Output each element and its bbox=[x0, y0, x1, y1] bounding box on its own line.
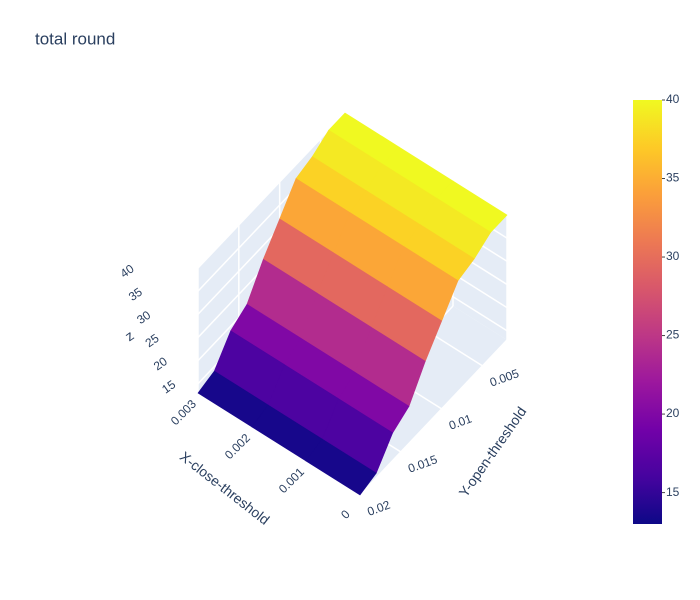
z-tick-label: 15 bbox=[159, 377, 178, 396]
colorbar-tick-label: 15 bbox=[666, 485, 680, 499]
z-axis-title: z bbox=[122, 327, 137, 344]
y-tick-label: 0.005 bbox=[488, 366, 521, 390]
colorbar-tick-label: 20 bbox=[666, 406, 680, 420]
x-tick-label: 0.003 bbox=[168, 397, 199, 428]
grid-line bbox=[197, 112, 346, 269]
colorbar-tick-label: 35 bbox=[666, 171, 680, 185]
z-tick-label: 30 bbox=[134, 308, 153, 327]
x-tick-label: 0.001 bbox=[276, 465, 307, 496]
x-tick-label: 0.002 bbox=[222, 431, 253, 462]
z-tick-label: 20 bbox=[151, 354, 170, 373]
z-tick-label: 40 bbox=[118, 261, 137, 280]
x-axis-title: X-close-threshold bbox=[177, 448, 273, 528]
colorbar-tick-label: 40 bbox=[666, 92, 680, 106]
scene: 0 0.001 0.002 0.003 0.005 0.01 0.015 0.02 15 20 25… bbox=[118, 112, 529, 528]
y-tick-label: 0.015 bbox=[406, 452, 439, 476]
x-tick-label: 0 bbox=[338, 507, 353, 522]
colorbar bbox=[633, 100, 662, 524]
y-tick-label: 0.01 bbox=[447, 411, 474, 432]
y-tick-label: 0.02 bbox=[365, 498, 392, 519]
chart-title: total round bbox=[35, 29, 115, 48]
colorbar-tick-label: 30 bbox=[666, 249, 680, 263]
surface-cell bbox=[305, 438, 377, 496]
colorbar-tick-label: 25 bbox=[666, 328, 680, 342]
z-tick-label: 25 bbox=[143, 331, 162, 350]
z-tick-label: 35 bbox=[126, 285, 145, 304]
